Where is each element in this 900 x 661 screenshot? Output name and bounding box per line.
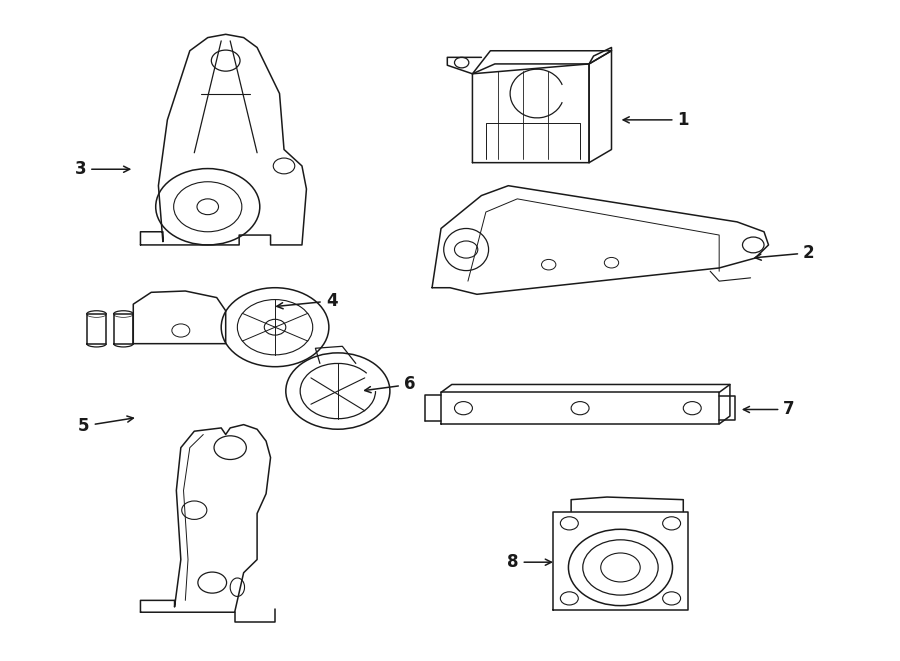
Text: 4: 4 <box>277 292 338 310</box>
Text: 1: 1 <box>623 111 689 129</box>
Text: 6: 6 <box>364 375 416 393</box>
Text: 7: 7 <box>743 401 795 418</box>
Text: 3: 3 <box>75 160 130 178</box>
Text: 8: 8 <box>507 553 552 571</box>
Text: 5: 5 <box>78 416 133 435</box>
Text: 2: 2 <box>755 244 815 262</box>
